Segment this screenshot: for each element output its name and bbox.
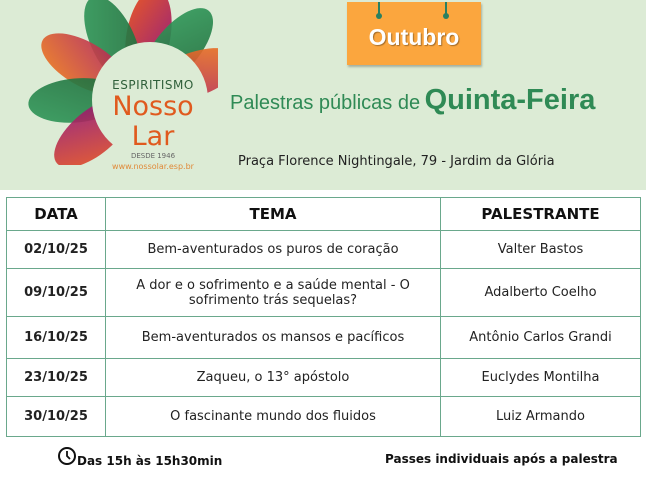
logo-url: www.nossolar.esp.br	[112, 162, 194, 171]
logo-nosso-lar: Nosso Lar	[112, 91, 194, 152]
pin-icon	[376, 2, 382, 19]
month-sign: Outubro	[347, 2, 481, 65]
passes-note: Passes individuais após a palestra	[385, 452, 618, 466]
clock-icon	[58, 447, 76, 465]
cell-data: 09/10/25	[6, 268, 106, 317]
cell-palestrante: Valter Bastos	[440, 230, 641, 269]
cell-tema: Bem-aventurados os mansos e pacíficos	[105, 316, 441, 359]
schedule-table: DATA TEMA PALESTRANTE 02/10/25 Bem-avent…	[6, 197, 641, 437]
cell-data: 30/10/25	[6, 396, 106, 437]
header-data: DATA	[6, 197, 106, 231]
table-row: 02/10/25 Bem-aventurados os puros de cor…	[6, 230, 641, 269]
cell-data: 16/10/25	[6, 316, 106, 359]
cell-data: 23/10/25	[6, 358, 106, 397]
logo-desde: DESDE 1946	[130, 152, 176, 160]
title-prefix: Palestras públicas de	[230, 92, 421, 114]
table-row: 09/10/25 A dor e o sofrimento e a saúde …	[6, 268, 641, 317]
time-info: Das 15h às 15h30min	[57, 446, 223, 468]
logo-espiritismo: ESPIRITISMO	[112, 78, 194, 92]
table-row: 16/10/25 Bem-aventurados os mansos e pac…	[6, 316, 641, 359]
pin-icon	[443, 2, 449, 19]
logo-text: ESPIRITISMO Nosso Lar DESDE 1946 www.nos…	[88, 78, 218, 171]
table-header: DATA TEMA PALESTRANTE	[6, 197, 641, 231]
header-tema: TEMA	[105, 197, 441, 231]
month-label: Outubro	[368, 24, 460, 50]
table-row: 23/10/25 Zaqueu, o 13° apóstolo Euclydes…	[6, 358, 641, 397]
address: Praça Florence Nightingale, 79 - Jardim …	[238, 154, 555, 169]
cell-tema: A dor e o sofrimento e a saúde mental - …	[105, 268, 441, 317]
title-day: Quinta-Feira	[424, 84, 596, 116]
cell-tema: O fascinante mundo dos fluidos	[105, 396, 441, 437]
cell-tema: Bem-aventurados os puros de coração	[105, 230, 441, 269]
cell-palestrante: Euclydes Montilha	[440, 358, 641, 397]
nosso-lar-logo	[28, 0, 218, 165]
cell-palestrante: Antônio Carlos Grandi	[440, 316, 641, 359]
cell-data: 02/10/25	[6, 230, 106, 269]
time-text: Das 15h às 15h30min	[77, 454, 223, 468]
header-palestrante: PALESTRANTE	[440, 197, 641, 231]
table-row: 30/10/25 O fascinante mundo dos fluidos …	[6, 396, 641, 437]
cell-palestrante: Luiz Armando	[440, 396, 641, 437]
cell-tema: Zaqueu, o 13° apóstolo	[105, 358, 441, 397]
page-title: Palestras públicas de Quinta-Feira	[230, 84, 595, 117]
header: ESPIRITISMO Nosso Lar DESDE 1946 www.nos…	[0, 0, 646, 190]
cell-palestrante: Adalberto Coelho	[440, 268, 641, 317]
